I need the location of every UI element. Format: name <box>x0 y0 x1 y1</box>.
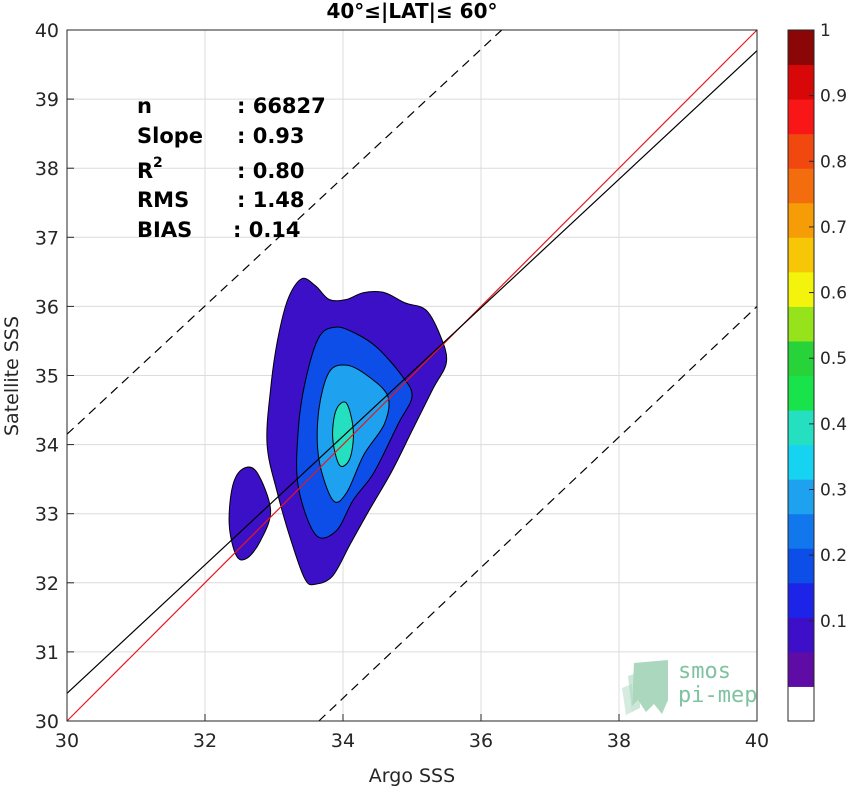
y-tick-label: 30 <box>35 711 59 733</box>
stats-box: n : 66827 Slope : 0.93 R 2 : 0.80 RMS : 1.48 BIAS… <box>137 94 326 242</box>
colorbar-band <box>788 99 814 135</box>
colorbar-band <box>788 375 814 411</box>
y-tick-label: 36 <box>35 296 59 318</box>
logo-text-pimep: pi-mep <box>678 683 757 708</box>
y-tick-label: 31 <box>35 642 59 664</box>
colorbar-band <box>788 548 814 584</box>
lower-bound-line <box>318 305 758 722</box>
stats-label: R <box>137 159 153 183</box>
one-to-one-line <box>66 29 758 722</box>
colorbar: 0.1 0.2 0.3 0.4 0.5 0.6 0.7 0.8 0.9 1 <box>787 21 847 722</box>
x-tick-label: 32 <box>193 730 217 752</box>
y-tick-label: 33 <box>35 504 59 526</box>
y-tick-label: 40 <box>35 20 59 42</box>
colorbar-bands <box>788 30 814 722</box>
x-axis-label: Argo SSS <box>369 765 455 787</box>
colorbar-tick-label: 0.7 <box>820 218 847 238</box>
contour-level-0.4 <box>332 401 354 468</box>
colorbar-tick-label: 0.5 <box>820 349 847 369</box>
colorbar-band <box>788 202 814 238</box>
colorbar-tick-label: 0.4 <box>820 415 847 435</box>
stats-row: n : 66827 <box>137 94 326 118</box>
stats-row: Slope : 0.93 <box>137 124 305 148</box>
smos-pimep-logo: smos pi-mep <box>622 659 757 715</box>
colorbar-tick-label: 0.8 <box>820 152 847 172</box>
colorbar-band <box>788 582 814 618</box>
colorbar-tick-label: 0.6 <box>820 284 847 304</box>
stats-label: Slope <box>137 124 203 148</box>
stats-label: RMS <box>137 188 189 212</box>
colorbar-band <box>788 133 814 169</box>
logo-text-smos: smos <box>678 659 731 684</box>
x-axis-ticks: 30 32 34 36 38 40 <box>55 714 769 752</box>
colorbar-band <box>788 306 814 342</box>
contour-level-0.05 <box>228 466 272 561</box>
y-axis-ticks: 30 31 32 33 34 35 36 37 38 39 40 <box>35 20 74 733</box>
x-tick-label: 30 <box>55 730 79 752</box>
x-tick-label: 36 <box>469 730 493 752</box>
colorbar-band <box>788 617 814 653</box>
colorbar-band <box>788 30 814 66</box>
colorbar-band <box>788 168 814 204</box>
colorbar-tick-label: 0.2 <box>820 546 847 566</box>
stats-row: RMS : 1.48 <box>137 188 305 212</box>
stats-value: : 0.14 <box>233 218 301 242</box>
colorbar-band <box>788 237 814 273</box>
colorbar-tick-label: 0.1 <box>820 612 847 632</box>
x-tick-label: 40 <box>745 730 769 752</box>
colorbar-tick-label: 0.9 <box>820 87 847 107</box>
stats-value: : 66827 <box>237 94 326 118</box>
y-tick-label: 38 <box>35 158 59 180</box>
colorbar-band <box>788 64 814 100</box>
logo-waves-icon <box>622 660 668 715</box>
colorbar-tick-label: 1 <box>820 21 831 41</box>
stats-value: : 1.48 <box>237 188 305 212</box>
colorbar-band <box>788 651 814 687</box>
y-axis-label: Satellite SSS <box>1 316 23 436</box>
colorbar-band <box>788 686 814 722</box>
stats-value: : 0.93 <box>237 124 305 148</box>
stats-value: : 0.80 <box>237 159 305 183</box>
stats-row: BIAS : 0.14 <box>137 218 301 242</box>
colorbar-band <box>788 513 814 549</box>
stats-label: BIAS <box>137 218 192 242</box>
x-tick-label: 38 <box>607 730 631 752</box>
y-tick-label: 34 <box>35 435 59 457</box>
x-tick-label: 34 <box>331 730 355 752</box>
colorbar-tick-label: 0.3 <box>820 481 847 501</box>
colorbar-ticks: 0.1 0.2 0.3 0.4 0.5 0.6 0.7 0.8 0.9 1 <box>809 21 847 632</box>
colorbar-frame <box>787 29 815 722</box>
colorbar-band <box>788 410 814 446</box>
y-tick-label: 39 <box>35 89 59 111</box>
y-tick-label: 35 <box>35 366 59 388</box>
chart-title: 40°≤|LAT|≤ 60° <box>326 0 497 23</box>
colorbar-band <box>788 444 814 480</box>
regression-line <box>66 50 758 694</box>
reference-lines <box>66 29 758 722</box>
y-tick-label: 32 <box>35 573 59 595</box>
upper-bound-line <box>66 29 503 435</box>
y-tick-label: 37 <box>35 227 59 249</box>
plot-area: 30 32 34 36 38 40 30 31 32 33 34 35 36 37 38 39 40 <box>35 20 769 752</box>
stats-label: n <box>137 94 152 118</box>
colorbar-band <box>788 479 814 515</box>
colorbar-band <box>788 271 814 307</box>
stats-label-superscript: 2 <box>153 155 163 171</box>
